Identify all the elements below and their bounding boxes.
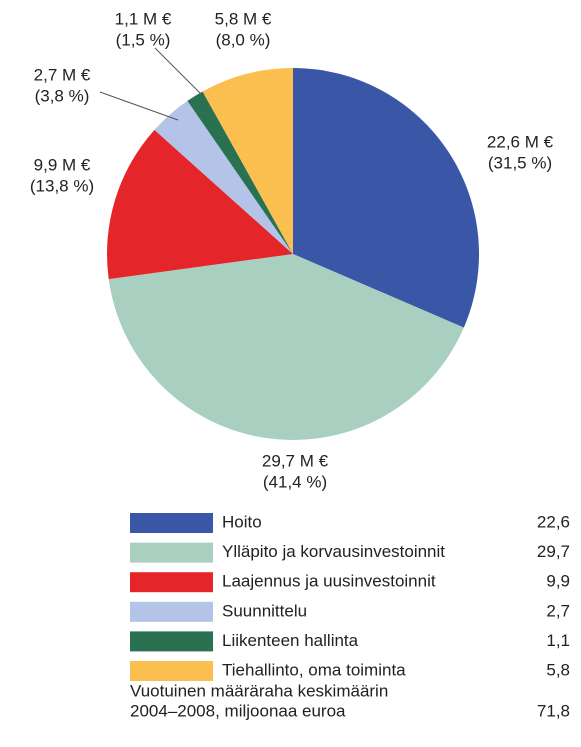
legend-swatch — [130, 542, 213, 563]
percent-label: (8,0 %) — [216, 30, 271, 49]
total: 71,8 — [537, 701, 570, 720]
percent-label: (13,8 %) — [30, 176, 94, 195]
pie-slice — [107, 129, 293, 280]
legend-swatch — [130, 601, 213, 622]
legend-label: Suunnittelu — [222, 601, 307, 620]
legend-value: 2,7 — [546, 601, 570, 620]
legend-label: Laajennus ja uusinvestoinnit — [222, 572, 436, 591]
value-label: 5,8 M € — [215, 9, 272, 28]
legend-value: 22,6 — [537, 512, 570, 531]
value-label: 22,6 M € — [487, 132, 554, 151]
legend-swatch — [130, 661, 213, 681]
legend-label: Liikenteen hallinta — [222, 631, 359, 650]
pie-slice — [202, 68, 293, 254]
legend-label: Hoito — [222, 512, 262, 531]
percent-label: (1,5 %) — [116, 30, 171, 49]
legend-swatch — [130, 513, 213, 533]
value-label: 29,7 M € — [262, 451, 329, 470]
value-label: 1,1 M € — [115, 9, 172, 28]
pie-slice — [154, 100, 293, 254]
pie-slice — [293, 68, 479, 328]
footnote: 2004–2008, miljoonaa euroa — [130, 701, 346, 720]
leader-line — [154, 47, 203, 96]
leader-line — [99, 91, 179, 121]
legend-swatch — [130, 631, 213, 652]
legend-value: 5,8 — [546, 660, 570, 679]
legend-label: Ylläpito ja korvausinvestoinnit — [222, 542, 445, 561]
legend-label: Tiehallinto, oma toiminta — [222, 660, 406, 679]
legend-swatch — [130, 572, 213, 593]
pie-slice — [187, 91, 293, 254]
percent-label: (3,8 %) — [35, 86, 90, 105]
legend-value: 9,9 — [546, 572, 570, 591]
percent-label: (41,4 %) — [263, 472, 327, 491]
value-label: 9,9 M € — [34, 155, 91, 174]
footnote: Vuotuinen määräraha keskimäärin — [130, 681, 388, 700]
value-label: 2,7 M € — [34, 65, 91, 84]
legend-value: 1,1 — [546, 631, 570, 650]
legend-value: 29,7 — [537, 542, 570, 561]
pie-slice — [108, 254, 464, 440]
percent-label: (31,5 %) — [488, 153, 552, 172]
